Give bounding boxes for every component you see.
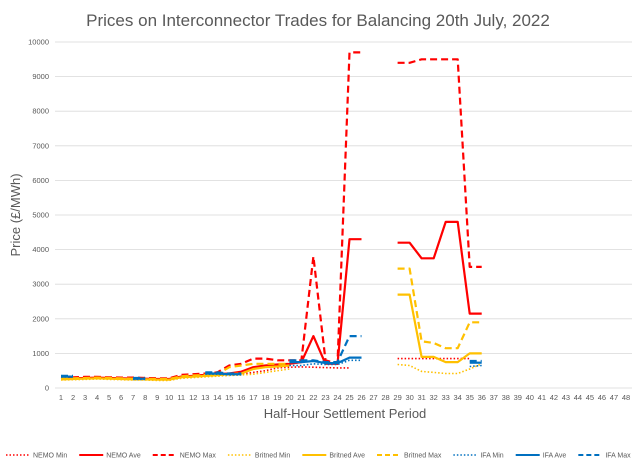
gridlines (55, 41, 632, 389)
x-tick-label: 5 (107, 393, 111, 402)
x-tick-label: 39 (514, 393, 522, 402)
x-tick-label: 13 (201, 393, 209, 402)
y-axis-title: Price (£/MWh) (8, 173, 23, 256)
x-tick-label: 36 (478, 393, 486, 402)
series-line-ifa-min (289, 359, 362, 367)
y-tick-label: 10000 (28, 38, 49, 47)
series-line-ifa-max (289, 335, 362, 364)
x-tick-label: 17 (249, 393, 257, 402)
y-tick-label: 3000 (32, 280, 49, 289)
series-line-nemo-ave (397, 220, 482, 315)
x-tick-label: 30 (405, 393, 413, 402)
x-tick-label: 15 (225, 393, 233, 402)
legend-label: IFA Max (605, 453, 631, 460)
y-tick-label: 9000 (32, 72, 49, 81)
x-tick-label: 38 (502, 393, 510, 402)
x-tick-label: 6 (119, 393, 123, 402)
legend-label: Britned Max (404, 453, 442, 460)
x-tick-label: 34 (454, 393, 462, 402)
x-tick-label: 46 (598, 393, 606, 402)
x-tick-label: 25 (345, 393, 353, 402)
legend-label: NEMO Max (180, 453, 217, 460)
x-tick-label: 9 (155, 393, 159, 402)
x-tick-label: 40 (526, 393, 534, 402)
x-tick-label: 12 (189, 393, 197, 402)
x-tick-label: 45 (586, 393, 594, 402)
x-tick-label: 2 (71, 393, 75, 402)
y-tick-label: 1000 (32, 349, 49, 358)
y-tick-label: 7000 (32, 141, 49, 150)
x-tick-label: 47 (610, 393, 618, 402)
x-tick-label: 28 (381, 393, 389, 402)
x-tick-label: 43 (562, 393, 570, 402)
x-tick-label: 19 (273, 393, 281, 402)
x-tick-label: 27 (369, 393, 377, 402)
x-tick-label: 24 (333, 393, 341, 402)
legend-label: NEMO Min (33, 453, 67, 460)
legend-label: Britned Min (255, 453, 291, 460)
y-tick-label: 2000 (32, 314, 49, 323)
x-tick-label: 48 (622, 393, 630, 402)
x-tick-label: 16 (237, 393, 245, 402)
x-tick-label: 31 (417, 393, 425, 402)
series-line-nemo-ave (60, 238, 362, 381)
x-tick-label: 29 (393, 393, 401, 402)
x-tick-label: 11 (177, 393, 185, 402)
x-tick-label: 42 (550, 393, 558, 402)
x-tick-label: 33 (442, 393, 450, 402)
x-tick-label: 1 (59, 393, 63, 402)
legend-label: IFA Ave (543, 453, 567, 460)
x-tick-label: 21 (297, 393, 305, 402)
series-line-nemo-max (397, 58, 482, 268)
x-tick-label: 32 (429, 393, 437, 402)
x-tick-labels: 1 2 3 4 5 6 7 8 9 10 11 12 13 14 15 16 17 18 19 20 21 22 23 24 2… (59, 393, 630, 402)
series-line-britned-max (397, 267, 482, 350)
x-tick-label: 8 (143, 393, 147, 402)
x-tick-label: 37 (490, 393, 498, 402)
x-tick-label: 26 (357, 393, 365, 402)
x-tick-label: 22 (309, 393, 317, 402)
x-tick-label: 23 (321, 393, 329, 402)
y-tick-label: 4000 (32, 245, 49, 254)
chart-title: Prices on Interconnector Trades for Bala… (86, 11, 550, 30)
x-axis-title: Half-Hour Settlement Period (264, 406, 427, 421)
x-tick-label: 20 (285, 393, 293, 402)
x-tick-label: 7 (131, 393, 135, 402)
series-line-britned-ave (397, 293, 482, 364)
legend-label: NEMO Ave (106, 453, 141, 460)
series-line-britned-max (60, 362, 290, 381)
x-tick-label: 35 (466, 393, 474, 402)
x-tick-label: 10 (165, 393, 173, 402)
legend-label: Britned Ave (329, 453, 365, 460)
x-tick-label: 44 (574, 393, 582, 402)
series-line-ifa-max (205, 371, 242, 375)
legend-label: IFA Min (480, 453, 503, 460)
x-tick-label: 3 (83, 393, 87, 402)
y-tick-label: 6000 (32, 176, 49, 185)
y-tick-labels: 0 1000 2000 3000 4000 5000 6000 7000 8000 9000 100… (28, 38, 49, 393)
series-line-ifa-ave (205, 372, 242, 376)
legend: NEMO Min NEMO Ave NEMO Max Britned Min Britn… (6, 453, 631, 460)
y-tick-label: 5000 (32, 211, 49, 220)
y-tick-label: 0 (45, 384, 49, 393)
x-tick-label: 14 (213, 393, 221, 402)
y-tick-label: 8000 (32, 107, 49, 116)
series-lines (60, 51, 483, 382)
series-line-britned-min (397, 363, 483, 375)
x-tick-label: 41 (538, 393, 546, 402)
x-tick-label: 18 (261, 393, 269, 402)
x-tick-label: 4 (95, 393, 99, 402)
